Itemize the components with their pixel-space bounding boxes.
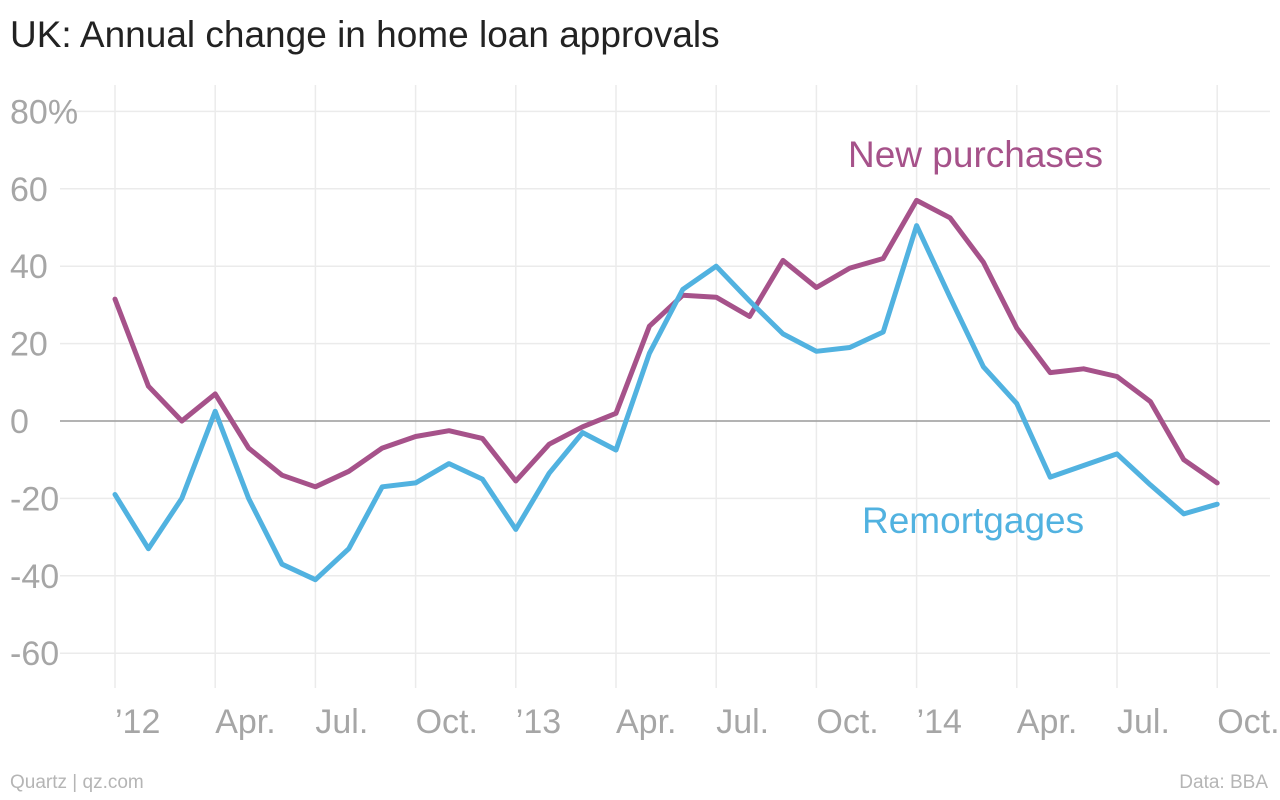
y-tick-label: -60: [10, 635, 59, 673]
x-tick-label: ’13: [516, 703, 561, 741]
series-label-remortgages: Remortgages: [862, 500, 1084, 541]
y-tick-label: 0: [10, 403, 29, 441]
x-tick-label: Oct.: [1217, 703, 1279, 741]
chart-title: UK: Annual change in home loan approvals: [10, 14, 720, 55]
x-tick-label: Oct.: [816, 703, 878, 741]
x-tick-label: Apr.: [215, 703, 275, 741]
x-tick-label: ’14: [917, 703, 962, 741]
x-tick-label: Jul.: [1117, 703, 1170, 741]
series-label-new-purchases: New purchases: [848, 134, 1103, 175]
footer-source-right: Data: BBA: [1179, 772, 1268, 793]
x-tick-label: Jul.: [315, 703, 368, 741]
horizontal-gridlines: [60, 110, 1270, 654]
y-tick-label: 40: [10, 248, 48, 286]
series-line-remortgages: [112, 223, 1220, 583]
x-tick-label: Jul.: [716, 703, 769, 741]
y-tick-label: 20: [10, 326, 48, 364]
series-line-new-purchases: [112, 197, 1220, 490]
footer-source-left: Quartz | qz.com: [10, 772, 144, 793]
y-tick-label: -20: [10, 480, 59, 518]
y-axis-tick-labels: 80% 60 40 20 0 -20 -40 -60: [10, 93, 78, 673]
x-axis-tick-labels: ’12 Apr. Jul. Oct. ’13 Apr. Jul. Oct. ’14 Apr. Jul…: [115, 703, 1280, 741]
series-lines: [112, 197, 1220, 583]
x-tick-label: Apr.: [1017, 703, 1077, 741]
x-tick-label: ’12: [115, 703, 160, 741]
x-tick-label: Apr.: [616, 703, 676, 741]
y-tick-label: -40: [10, 558, 59, 596]
y-tick-label: 80%: [10, 93, 78, 131]
x-tick-label: Oct.: [416, 703, 478, 741]
vertical-gridlines: [114, 85, 1218, 688]
y-tick-label: 60: [10, 171, 48, 209]
